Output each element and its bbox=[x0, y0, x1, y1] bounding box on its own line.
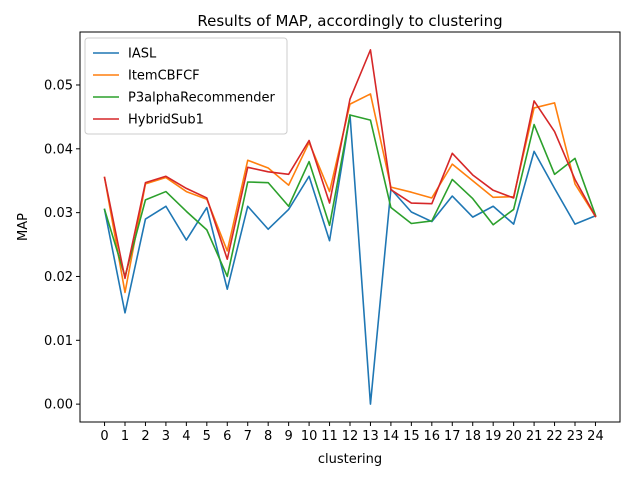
y-axis-label: MAP bbox=[16, 213, 31, 241]
x-tick-label: 2 bbox=[141, 429, 149, 444]
x-axis: 0 1 2 3 4 5 6 7 8 9 10 11 12 13 14 15 16 17 18 19 20 21 22 23 24 bbox=[100, 422, 604, 444]
x-tick-label: 19 bbox=[485, 429, 502, 444]
x-tick-label: 7 bbox=[244, 429, 252, 444]
y-tick-label: 0.05 bbox=[44, 78, 73, 93]
y-tick-label: 0.02 bbox=[44, 270, 73, 285]
series-layer bbox=[103, 49, 597, 405]
legend-label: P3alphaRecommender bbox=[128, 91, 276, 106]
x-tick-label: 24 bbox=[587, 429, 604, 444]
x-tick-label: 23 bbox=[567, 429, 584, 444]
legend-label: HybridSub1 bbox=[128, 113, 204, 128]
y-axis: 0.00 0.01 0.02 0.03 0.04 0.05 bbox=[44, 78, 80, 413]
x-tick-label: 14 bbox=[383, 429, 400, 444]
x-axis-label: clustering bbox=[318, 452, 382, 467]
x-tick-label: 5 bbox=[203, 429, 211, 444]
x-tick-label: 21 bbox=[526, 429, 543, 444]
legend-label: IASL bbox=[128, 47, 157, 62]
x-tick-label: 11 bbox=[321, 429, 338, 444]
x-tick-label: 20 bbox=[505, 429, 522, 444]
x-tick-label: 10 bbox=[301, 429, 318, 444]
legend-label: ItemCBFCF bbox=[128, 69, 200, 84]
x-tick-label: 9 bbox=[284, 429, 292, 444]
series-line-p3alpharecommender bbox=[103, 114, 597, 278]
x-tick-label: 22 bbox=[546, 429, 563, 444]
x-tick-label: 1 bbox=[121, 429, 129, 444]
legend: IASL ItemCBFCF P3alphaRecommender HybridSub… bbox=[84, 37, 288, 135]
x-tick-label: 13 bbox=[362, 429, 379, 444]
x-tick-label: 18 bbox=[464, 429, 481, 444]
series-line-hybridsub1 bbox=[103, 49, 597, 280]
x-tick-label: 0 bbox=[100, 429, 108, 444]
x-tick-label: 4 bbox=[182, 429, 190, 444]
x-tick-label: 15 bbox=[403, 429, 420, 444]
x-tick-label: 6 bbox=[223, 429, 231, 444]
y-tick-label: 0.01 bbox=[44, 334, 73, 349]
y-tick-label: 0.03 bbox=[44, 206, 73, 221]
y-tick-label: 0.04 bbox=[44, 142, 73, 157]
y-tick-label: 0.00 bbox=[44, 398, 73, 413]
x-tick-label: 3 bbox=[162, 429, 170, 444]
legend-box bbox=[84, 37, 288, 135]
chart-title: Results of MAP, accordingly to clusterin… bbox=[197, 12, 502, 30]
x-tick-label: 16 bbox=[424, 429, 441, 444]
x-tick-label: 17 bbox=[444, 429, 461, 444]
x-tick-label: 8 bbox=[264, 429, 272, 444]
x-tick-label: 12 bbox=[342, 429, 359, 444]
